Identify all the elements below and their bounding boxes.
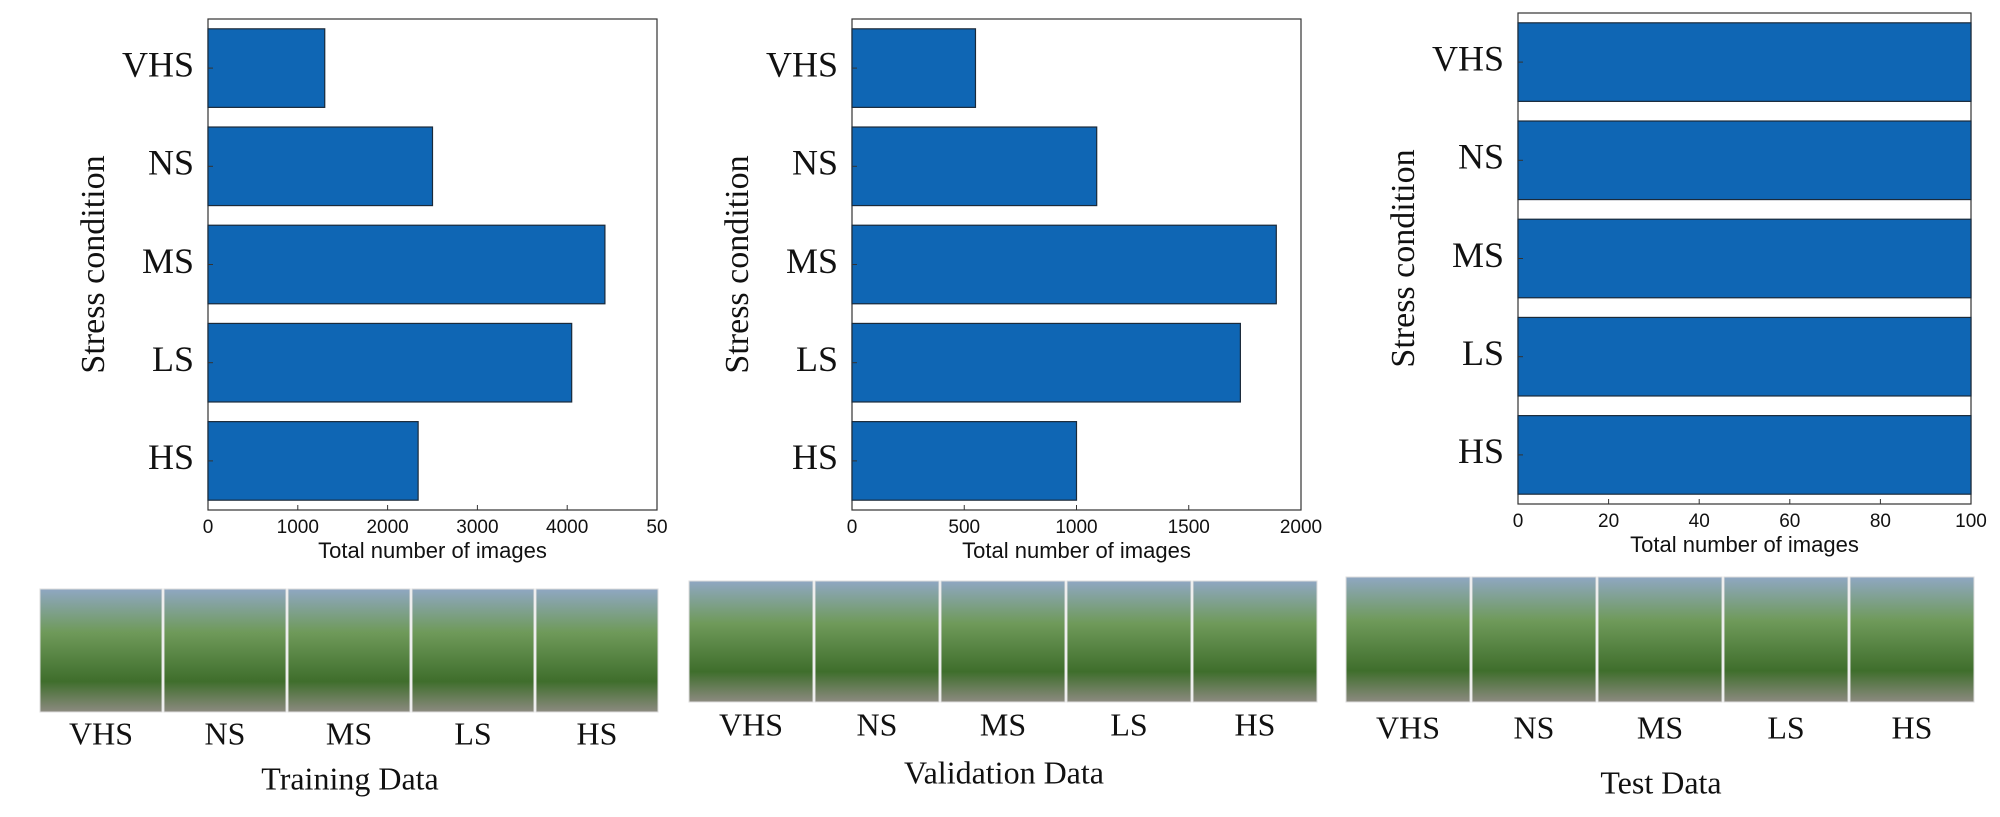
photo-label: HS bbox=[1235, 706, 1276, 742]
x-tick-label: 80 bbox=[1870, 511, 1891, 532]
x-tick-label: 4000 bbox=[546, 517, 588, 538]
photo-label: NS bbox=[857, 706, 898, 742]
y-tick-label: VHS bbox=[1432, 38, 1504, 78]
bar bbox=[851, 28, 977, 108]
photo bbox=[1849, 576, 1975, 703]
x-axis-label: Total number of images bbox=[318, 538, 547, 563]
bar bbox=[207, 28, 326, 108]
photo bbox=[940, 580, 1066, 703]
x-tick-label: 40 bbox=[1689, 511, 1710, 532]
y-tick-label: NS bbox=[148, 143, 194, 183]
y-tick-label: VHS bbox=[766, 44, 838, 84]
photo bbox=[1066, 580, 1192, 703]
bar bbox=[851, 322, 1241, 403]
x-tick-label: 0 bbox=[847, 517, 858, 538]
photo bbox=[1192, 580, 1318, 703]
x-tick-label: 100 bbox=[1955, 511, 1987, 532]
panel-caption: Test Data bbox=[1600, 764, 1721, 800]
photo-label: MS bbox=[980, 706, 1026, 742]
x-axis-label: Total number of images bbox=[962, 538, 1191, 563]
x-tick-label: 60 bbox=[1779, 511, 1800, 532]
x-tick-label: 2000 bbox=[366, 517, 408, 538]
photo bbox=[163, 588, 287, 713]
photo-label: HS bbox=[1892, 709, 1933, 745]
photo bbox=[688, 580, 814, 703]
panel-caption: Training Data bbox=[261, 760, 438, 796]
photo-label: NS bbox=[1514, 709, 1555, 745]
y-tick-label: LS bbox=[796, 339, 838, 379]
bar bbox=[1517, 22, 1972, 102]
photo-label: MS bbox=[1637, 709, 1683, 745]
x-tick-label: 500 bbox=[948, 517, 980, 538]
photo-label: LS bbox=[454, 715, 491, 751]
photo bbox=[814, 580, 940, 703]
x-axis-label: Total number of images bbox=[1630, 532, 1859, 557]
photo-label: VHS bbox=[719, 706, 783, 742]
photo bbox=[287, 588, 411, 713]
photo-label: MS bbox=[326, 715, 372, 751]
bar bbox=[1517, 218, 1972, 299]
photo bbox=[535, 588, 659, 713]
x-tick-label: 1000 bbox=[277, 517, 319, 538]
y-axis-label: Stress condition bbox=[719, 155, 756, 373]
y-tick-label: LS bbox=[152, 339, 194, 379]
y-tick-label: HS bbox=[148, 437, 194, 477]
bar bbox=[1517, 120, 1972, 201]
photo-label: LS bbox=[1110, 706, 1147, 742]
y-axis-label: Stress condition bbox=[1385, 149, 1422, 367]
bar bbox=[207, 421, 419, 501]
y-tick-label: HS bbox=[792, 437, 838, 477]
bar bbox=[207, 224, 606, 305]
panel-caption: Validation Data bbox=[904, 754, 1104, 790]
photo bbox=[1723, 576, 1849, 703]
x-tick-label: 0 bbox=[1513, 511, 1524, 532]
x-tick-label: 1000 bbox=[1055, 517, 1097, 538]
x-tick-label: 0 bbox=[203, 517, 214, 538]
photo-label: HS bbox=[577, 715, 618, 751]
y-tick-label: LS bbox=[1462, 333, 1504, 373]
photo bbox=[411, 588, 535, 713]
y-tick-label: VHS bbox=[122, 44, 194, 84]
bar bbox=[851, 224, 1277, 305]
y-tick-label: MS bbox=[786, 241, 838, 281]
y-tick-label: NS bbox=[792, 143, 838, 183]
bar bbox=[1517, 316, 1972, 397]
bar bbox=[207, 126, 434, 207]
y-tick-label: HS bbox=[1458, 431, 1504, 471]
x-tick-label: 2000 bbox=[1280, 517, 1322, 538]
y-tick-label: MS bbox=[142, 241, 194, 281]
photo-label: VHS bbox=[1376, 709, 1440, 745]
x-tick-label: 20 bbox=[1598, 511, 1619, 532]
y-axis-label: Stress condition bbox=[75, 155, 112, 373]
x-tick-label: 3000 bbox=[456, 517, 498, 538]
y-tick-label: MS bbox=[1452, 235, 1504, 275]
x-tick-label: 50 bbox=[646, 517, 667, 538]
bar bbox=[1517, 415, 1972, 495]
bar bbox=[851, 126, 1098, 207]
photo bbox=[39, 588, 163, 713]
photo-label: NS bbox=[205, 715, 246, 751]
bar bbox=[207, 322, 573, 403]
photo-label: VHS bbox=[69, 715, 133, 751]
photo bbox=[1471, 576, 1597, 703]
photo bbox=[1597, 576, 1723, 703]
photo bbox=[1345, 576, 1471, 703]
x-tick-label: 1500 bbox=[1168, 517, 1210, 538]
y-tick-label: NS bbox=[1458, 137, 1504, 177]
photo-label: LS bbox=[1767, 709, 1804, 745]
bar bbox=[851, 421, 1078, 501]
